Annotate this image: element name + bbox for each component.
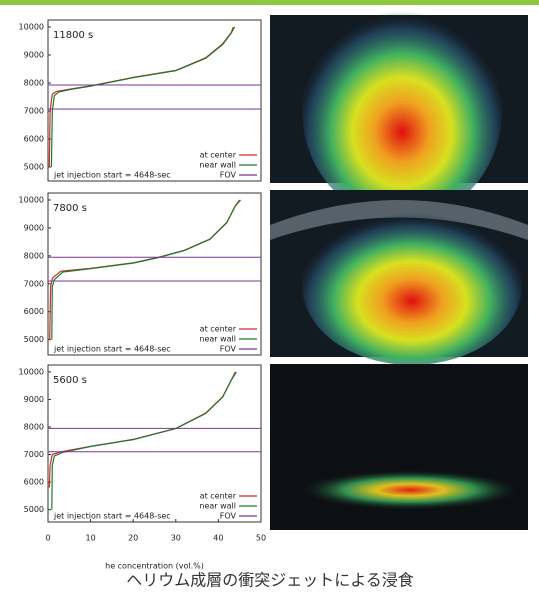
legend-label: FOV xyxy=(220,512,237,521)
x-tick-label: 30 xyxy=(171,534,181,543)
y-tick-label: 10000 xyxy=(19,367,44,376)
y-tick-label: 9000 xyxy=(24,223,44,232)
annotation: jet injection start = 4648-sec xyxy=(53,345,171,354)
legend-label: at center xyxy=(200,151,237,160)
image-panel xyxy=(270,0,528,530)
y-tick-label: 6000 xyxy=(24,307,44,316)
series-line xyxy=(50,26,236,168)
y-tick-label: 10000 xyxy=(19,23,44,32)
title: 7800 s xyxy=(53,203,87,214)
plot-frame xyxy=(47,19,262,182)
top-bar xyxy=(0,0,539,5)
plot-frame xyxy=(47,192,262,356)
y-tick-label: 8000 xyxy=(24,422,44,431)
title: 5600 s xyxy=(53,375,87,386)
x-tick-label: 0 xyxy=(45,534,50,543)
x-tick-label: 10 xyxy=(86,534,96,543)
legend-label: near wall xyxy=(199,335,236,344)
title: 11800 s xyxy=(53,30,93,41)
legend-label: near wall xyxy=(199,502,236,511)
legend-label: FOV xyxy=(220,171,237,180)
legend-label: near wall xyxy=(199,161,236,170)
y-tick-label: 10000 xyxy=(19,195,44,204)
legend-label: at center xyxy=(200,492,237,501)
y-tick-label: 7000 xyxy=(24,279,44,288)
y-tick-label: 5000 xyxy=(24,163,44,172)
series-line xyxy=(51,371,237,510)
annotation: jet injection start = 4648-sec xyxy=(53,512,171,521)
x-axis-label: he concentration (vol.%) xyxy=(105,562,204,571)
y-tick-label: 8000 xyxy=(24,79,44,88)
y-tick-label: 5000 xyxy=(24,335,44,344)
x-tick-label: 20 xyxy=(128,534,138,543)
y-tick-label: 7000 xyxy=(24,107,44,116)
legend-label: FOV xyxy=(220,345,237,354)
x-tick-label: 50 xyxy=(256,534,266,543)
annotation: jet injection start = 4648-sec xyxy=(53,171,171,180)
x-tick-label: 40 xyxy=(213,534,223,543)
y-tick-label: 6000 xyxy=(24,478,44,487)
y-tick-label: 5000 xyxy=(24,505,44,514)
caption: ヘリウム成層の衝突ジェットによる浸食 xyxy=(126,571,414,590)
legend-label: at center xyxy=(200,325,237,334)
y-tick-label: 7000 xyxy=(24,450,44,459)
y-tick-label: 9000 xyxy=(24,395,44,404)
y-tick-label: 9000 xyxy=(24,51,44,60)
y-tick-label: 6000 xyxy=(24,135,44,144)
y-tick-label: 8000 xyxy=(24,251,44,260)
